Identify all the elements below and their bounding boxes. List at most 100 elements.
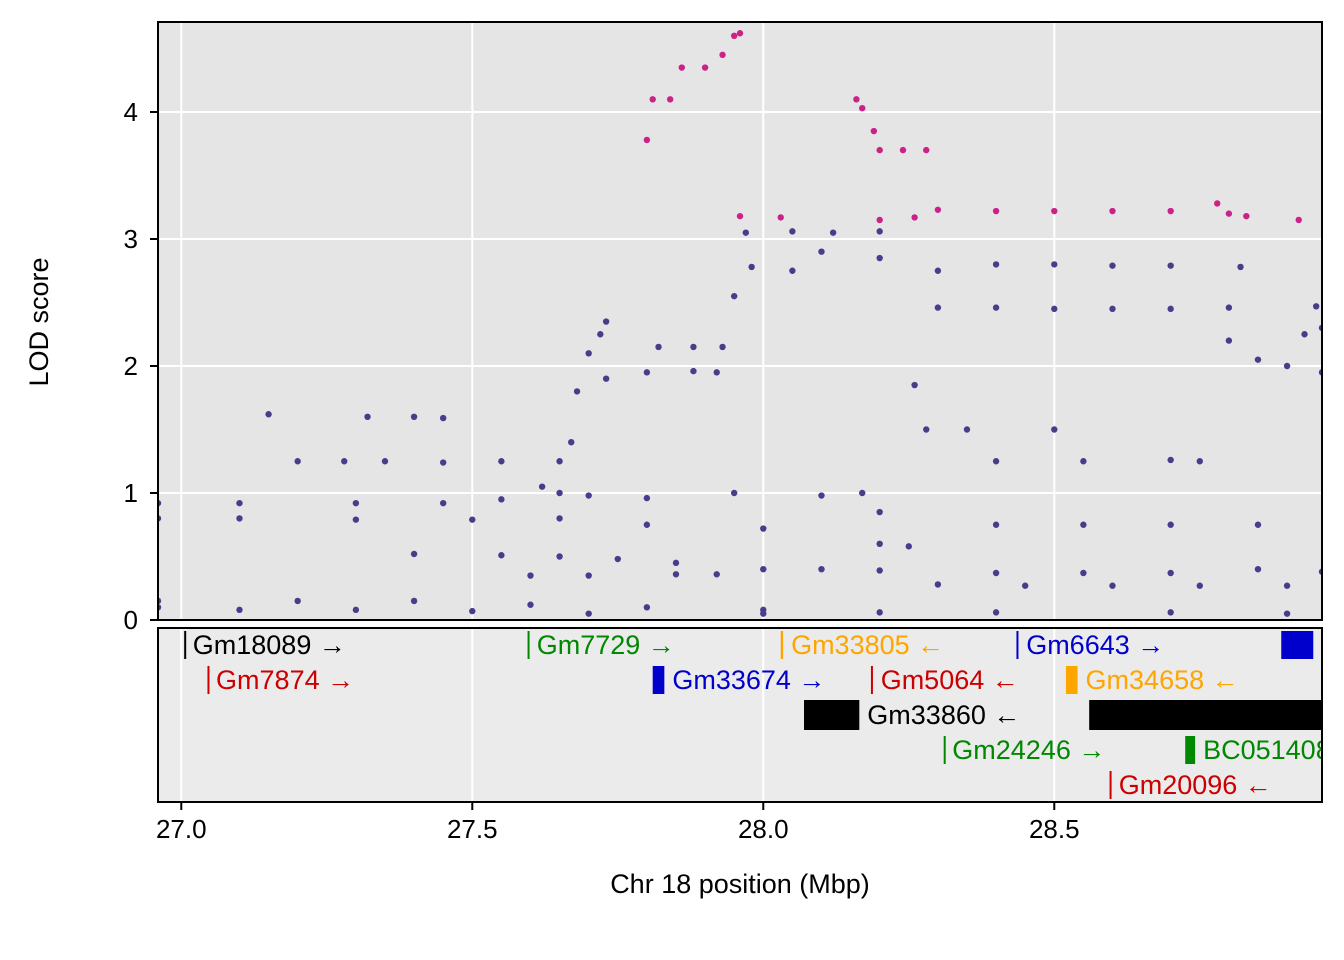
snp-point <box>853 96 860 103</box>
snp-point <box>992 458 1000 465</box>
snp-point <box>876 540 883 547</box>
snp-point <box>602 318 610 325</box>
snp-point <box>1051 305 1058 313</box>
snp-point <box>236 515 243 522</box>
snp-point <box>923 146 930 154</box>
snp-point <box>498 496 505 503</box>
snp-point <box>911 214 918 221</box>
snp-point <box>992 261 1000 268</box>
snp-point <box>381 458 389 465</box>
snp-point <box>730 32 738 39</box>
gene-label: Gm6644 <box>1321 630 1344 660</box>
snp-point <box>1109 305 1116 313</box>
snp-point <box>742 229 750 236</box>
snp-point <box>876 228 883 235</box>
snp-point <box>829 229 837 236</box>
snp-point <box>934 267 942 274</box>
gene-body <box>870 666 873 694</box>
snp-point <box>585 492 592 499</box>
snp-point <box>352 499 360 507</box>
snp-point <box>649 96 656 103</box>
snp-point <box>341 458 348 465</box>
snp-point <box>1167 456 1174 464</box>
gene-gridlines <box>180 628 1056 802</box>
snp-point <box>1225 210 1233 217</box>
snp-point <box>760 566 767 573</box>
snp-point <box>911 381 918 389</box>
snp-point <box>1109 582 1116 589</box>
gene-label: Gm33860 ← <box>867 700 1020 730</box>
snp-point <box>294 458 301 465</box>
snp-point <box>678 64 685 71</box>
lod-panel-border <box>157 21 1323 621</box>
snp-point <box>690 367 697 375</box>
snp-point <box>439 499 447 507</box>
snp-point <box>672 571 680 578</box>
snp-point <box>690 343 697 351</box>
gene-body <box>1185 736 1196 764</box>
snp-point <box>1237 263 1244 271</box>
snp-point <box>748 263 755 271</box>
x-tick-label: 28.0 <box>738 814 789 844</box>
gene-body <box>1065 666 1078 694</box>
lod-panel-background <box>158 22 1322 620</box>
gene-body <box>1109 771 1112 799</box>
snp-point <box>876 254 883 262</box>
gene-body <box>652 666 665 694</box>
snp-point <box>859 104 866 112</box>
gene-body <box>1281 631 1314 659</box>
snp-point <box>1214 200 1221 207</box>
gene-label: Gm24246 → <box>952 735 1105 765</box>
snp-point <box>923 426 930 433</box>
gene-label: Gm6643 → <box>1026 630 1164 660</box>
snp-point <box>818 566 825 573</box>
snp-point <box>730 489 738 497</box>
x-tick-label: 27.0 <box>156 814 207 844</box>
snp-point <box>1283 362 1291 370</box>
gene-label: BC051408 <box>1203 735 1331 765</box>
snp-point <box>1283 610 1291 617</box>
snp-point <box>876 146 883 154</box>
snp-point <box>1080 569 1087 577</box>
snp-point <box>643 521 651 528</box>
snp-point <box>859 489 866 497</box>
snp-point <box>760 525 767 532</box>
snp-point <box>760 610 767 617</box>
snp-point <box>905 543 912 550</box>
snp-point <box>556 553 563 560</box>
gene-label: Gm33674 → <box>672 665 825 695</box>
snp-point <box>992 569 1000 577</box>
snp-point <box>818 248 825 255</box>
snp-point <box>527 572 534 579</box>
snp-point <box>719 343 726 351</box>
snp-point <box>538 483 546 490</box>
gene-label: Gm33805 ← <box>791 630 944 660</box>
snp-point <box>1295 216 1302 224</box>
snp-point <box>439 459 447 466</box>
lod-gridlines <box>158 22 1322 621</box>
snp-point <box>992 609 1000 616</box>
snp-point <box>498 458 505 465</box>
y-tick-label: 2 <box>124 351 138 381</box>
snp-point <box>1167 207 1174 215</box>
gene-body <box>1016 631 1019 659</box>
gene-label: Gm34658 ← <box>1086 665 1239 695</box>
snp-point <box>265 411 272 418</box>
x-tick-label: 28.5 <box>1029 814 1080 844</box>
snp-point <box>818 492 825 499</box>
snp-point <box>1051 207 1058 215</box>
snp-point <box>498 552 505 559</box>
snp-point <box>736 212 744 220</box>
x-axis-title: Chr 18 position (Mbp) <box>610 869 870 899</box>
snp-point <box>643 494 651 502</box>
snp-point <box>585 610 592 617</box>
snp-point <box>439 414 447 422</box>
snp-point <box>643 604 651 611</box>
gene-body <box>780 631 784 659</box>
snp-point <box>992 304 1000 311</box>
snp-point <box>556 458 563 465</box>
snp-point <box>410 597 418 605</box>
gene-label: Gm5064 ← <box>881 665 1019 695</box>
snp-point <box>1225 304 1233 311</box>
snp-point <box>236 499 243 507</box>
